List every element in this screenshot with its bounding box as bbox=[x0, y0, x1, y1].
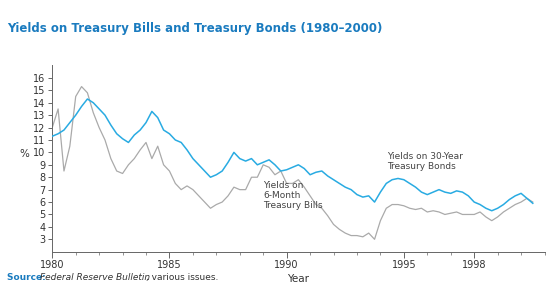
Text: Federal Reserve Bulletin: Federal Reserve Bulletin bbox=[40, 273, 150, 282]
Text: , various issues.: , various issues. bbox=[146, 273, 218, 282]
X-axis label: Year: Year bbox=[287, 274, 309, 284]
Y-axis label: %: % bbox=[20, 149, 30, 159]
Text: Yields on 30-Year: Yields on 30-Year bbox=[387, 152, 463, 161]
Text: 6-Month: 6-Month bbox=[263, 191, 301, 200]
Text: Yields on: Yields on bbox=[263, 181, 304, 190]
Text: Yields on Treasury Bills and Treasury Bonds (1980–2000): Yields on Treasury Bills and Treasury Bo… bbox=[7, 22, 383, 35]
Text: Source:: Source: bbox=[7, 273, 49, 282]
Text: Treasury Bills: Treasury Bills bbox=[263, 200, 323, 210]
Text: Treasury Bonds: Treasury Bonds bbox=[387, 162, 456, 171]
